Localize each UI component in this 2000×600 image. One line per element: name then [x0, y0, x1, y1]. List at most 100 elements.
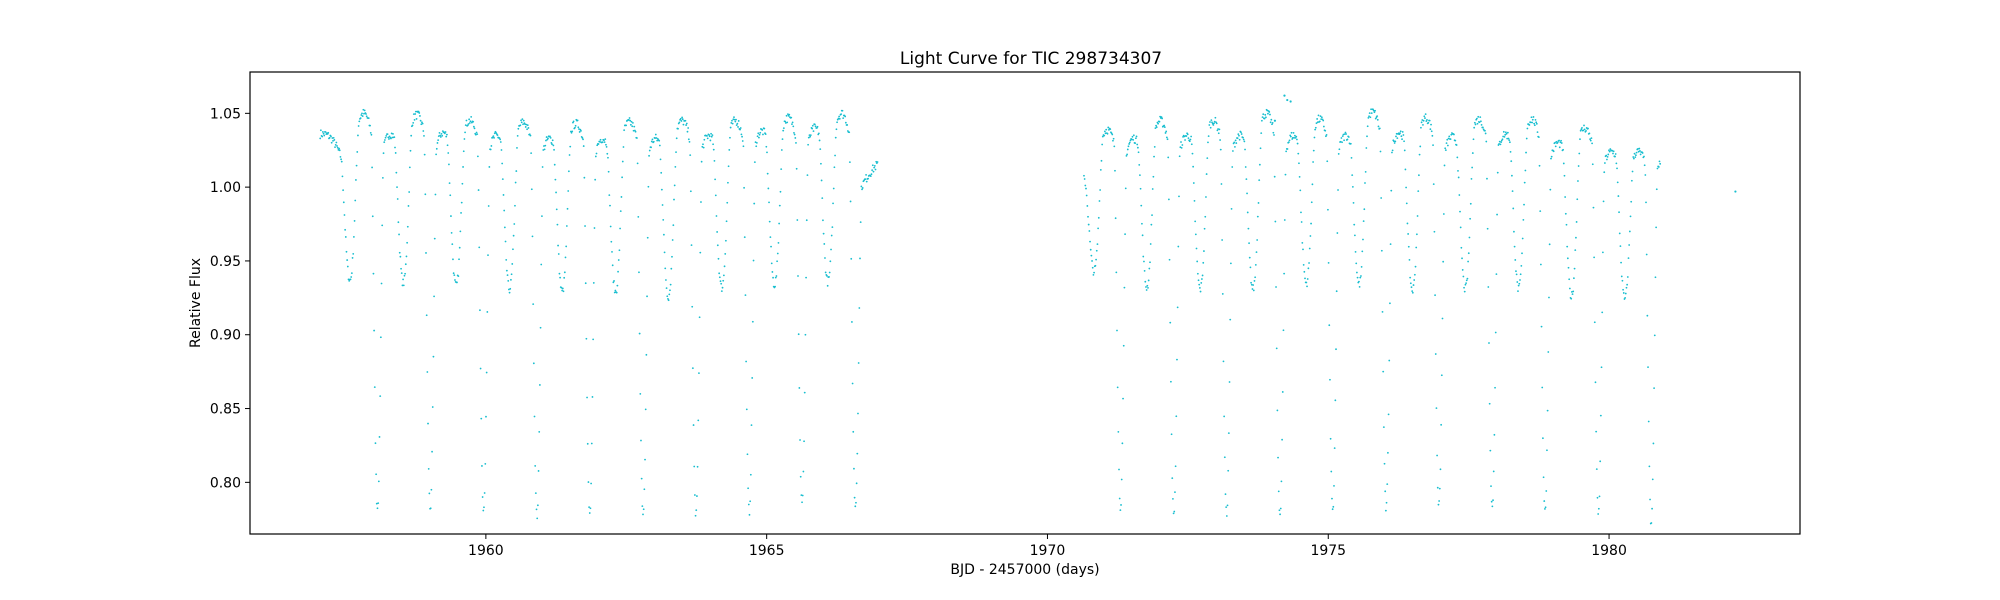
data-point [765, 145, 768, 148]
data-point [655, 137, 658, 139]
data-point [1240, 131, 1242, 134]
data-point [588, 506, 590, 508]
data-point [685, 122, 688, 125]
data-point [1083, 178, 1086, 180]
data-point [431, 406, 434, 408]
data-point [752, 259, 755, 262]
data-point [1302, 248, 1304, 251]
data-point [1151, 214, 1153, 217]
data-point [1405, 202, 1408, 205]
data-point [1593, 321, 1596, 324]
data-point [1087, 215, 1089, 218]
data-point [1515, 270, 1517, 273]
data-point [1370, 108, 1372, 111]
data-point [1229, 262, 1232, 265]
data-point [1116, 329, 1118, 332]
data-point [517, 127, 520, 130]
data-point [700, 160, 703, 163]
data-point [650, 140, 653, 143]
data-point [803, 440, 805, 443]
data-point [1457, 176, 1460, 179]
data-point [658, 144, 661, 147]
data-point [1266, 109, 1269, 112]
data-point [1394, 140, 1397, 143]
data-point [399, 255, 402, 258]
data-point [1367, 117, 1370, 119]
data-point [530, 188, 533, 191]
data-point [1377, 125, 1380, 128]
data-point [381, 224, 384, 227]
data-point [532, 362, 535, 365]
data-point [828, 276, 830, 278]
data-point [1165, 130, 1168, 133]
data-point [1260, 132, 1263, 135]
data-point [552, 144, 555, 147]
data-point [458, 246, 461, 249]
data-point [1509, 151, 1512, 153]
data-point [1312, 149, 1315, 152]
data-point [1651, 507, 1653, 510]
data-point [861, 187, 864, 189]
data-point [647, 185, 650, 188]
data-point [1536, 131, 1539, 134]
data-point [1580, 128, 1583, 131]
data-point [1314, 128, 1317, 131]
data-point [426, 371, 429, 373]
data-point [674, 165, 677, 168]
data-point [427, 468, 430, 470]
data-point [1263, 117, 1266, 120]
x-tick-label: 1980 [1591, 543, 1627, 559]
data-point [1440, 374, 1443, 377]
data-point [1346, 138, 1349, 141]
data-point [1243, 140, 1246, 143]
data-point [1199, 290, 1202, 293]
data-point [501, 178, 504, 181]
data-point [1244, 148, 1246, 151]
data-point [1273, 175, 1276, 178]
data-point [430, 488, 433, 491]
data-point [1478, 121, 1481, 124]
data-point [1358, 280, 1360, 283]
data-point [739, 128, 741, 131]
data-point [402, 278, 404, 281]
data-point [1608, 150, 1611, 153]
data-point [498, 137, 501, 139]
data-point [373, 329, 376, 332]
data-point [1619, 245, 1622, 248]
data-point [670, 267, 673, 270]
data-point [1256, 239, 1259, 241]
data-point [1291, 136, 1294, 139]
chart-title: Light Curve for TIC 298734307 [900, 49, 1162, 69]
data-point [851, 382, 854, 385]
data-point [784, 120, 787, 123]
data-point [1506, 137, 1509, 140]
data-point [1253, 280, 1256, 282]
data-point [350, 272, 353, 274]
data-point [797, 333, 800, 336]
data-point [563, 276, 566, 279]
data-point [454, 279, 456, 281]
data-point [1196, 272, 1199, 275]
data-point [759, 131, 762, 134]
data-point [855, 482, 858, 485]
data-point [1381, 310, 1384, 313]
data-point [1626, 283, 1629, 286]
data-point [1444, 147, 1447, 150]
data-point [854, 505, 857, 508]
data-point [1271, 122, 1274, 124]
data-point [1085, 194, 1088, 197]
data-point [1272, 131, 1275, 134]
data-point [1111, 133, 1114, 136]
data-point [1270, 118, 1273, 121]
data-point [867, 177, 869, 180]
data-point [841, 109, 844, 112]
data-point [452, 258, 454, 261]
data-point [735, 118, 737, 121]
data-point [1589, 138, 1591, 141]
data-point [1620, 275, 1623, 278]
data-point [344, 236, 347, 238]
data-point [715, 215, 718, 217]
data-point [1301, 241, 1304, 244]
data-point [512, 234, 515, 237]
data-point [855, 501, 857, 504]
